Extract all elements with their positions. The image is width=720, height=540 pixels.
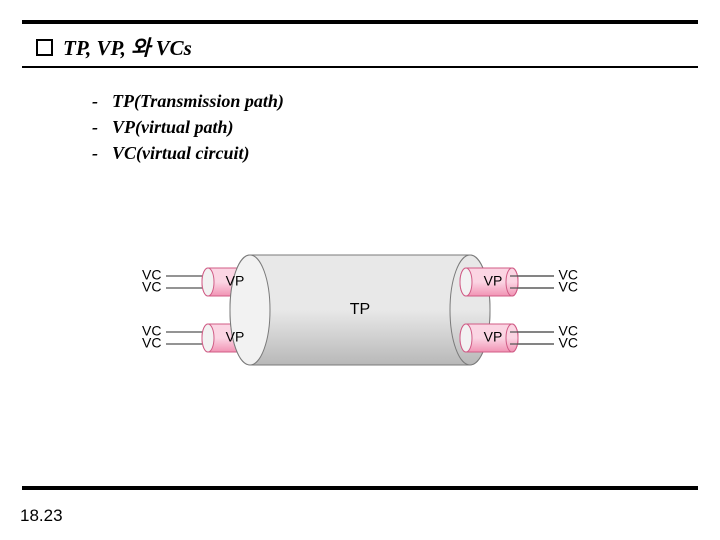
- definitions-list: -TP(Transmission path)-VP(virtual path)-…: [92, 88, 284, 166]
- definition-text: VP(virtual path): [112, 114, 234, 140]
- slide-title: TP, VP, 와 VCs: [63, 32, 192, 62]
- rule-mid: [22, 66, 698, 68]
- definition-item: -TP(Transmission path): [92, 88, 284, 114]
- rule-top: [22, 20, 698, 24]
- tp-vp-vc-diagram: VCVCVCVCVCVCVCVCVPVPVPVPTP: [120, 210, 600, 410]
- definition-text: TP(Transmission path): [112, 88, 284, 114]
- svg-text:VC: VC: [142, 335, 161, 351]
- definition-item: -VP(virtual path): [92, 114, 284, 140]
- definition-text: VC(virtual circuit): [112, 140, 250, 166]
- definition-dash: -: [92, 114, 104, 140]
- svg-text:VP: VP: [484, 273, 503, 289]
- definition-item: -VC(virtual circuit): [92, 140, 284, 166]
- svg-text:VP: VP: [226, 329, 245, 345]
- definition-dash: -: [92, 88, 104, 114]
- title-row: TP, VP, 와 VCs: [36, 32, 192, 62]
- bullet-square-icon: [36, 39, 53, 56]
- svg-text:VC: VC: [559, 279, 578, 295]
- svg-text:VP: VP: [484, 329, 503, 345]
- rule-bottom: [22, 486, 698, 490]
- slide: TP, VP, 와 VCs -TP(Transmission path)-VP(…: [0, 0, 720, 540]
- svg-text:VC: VC: [142, 279, 161, 295]
- page-number: 18.23: [20, 506, 63, 526]
- definition-dash: -: [92, 140, 104, 166]
- svg-text:VP: VP: [226, 273, 245, 289]
- svg-text:TP: TP: [350, 301, 370, 318]
- svg-text:VC: VC: [559, 335, 578, 351]
